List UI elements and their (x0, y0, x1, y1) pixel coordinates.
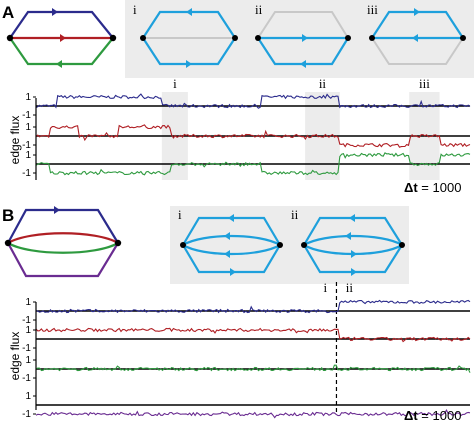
panel-a-network (6, 8, 117, 68)
state-b-label-i: i (178, 207, 182, 222)
ytick-label: 1 (25, 150, 31, 161)
ytick-label: -1 (22, 140, 31, 151)
state-a-iii-diagram (369, 8, 466, 65)
network-a-middle-arrow (60, 34, 66, 42)
network-a-node-left (6, 34, 14, 42)
ytick-label: -1 (22, 343, 31, 354)
ytick-label: 1 (25, 297, 31, 308)
state-a-ii-diagram (255, 11, 351, 68)
network-a-bottom-arrow (56, 60, 62, 68)
state-a-label-i: i (133, 2, 137, 17)
state-b-ii-diagram (301, 214, 405, 276)
network-a-bottom-edge (9, 37, 114, 66)
window-label-i: i (173, 76, 177, 91)
series-2-trace (35, 327, 471, 343)
series-1-trace (35, 93, 471, 109)
window-label-iii: iii (419, 76, 430, 91)
panel-a-ylabel: edge flux (8, 116, 22, 165)
window-label-ii: ii (319, 76, 327, 91)
state-a-i-diagram (140, 8, 238, 68)
network-a-top-arrow (52, 8, 58, 16)
panel-a-timescale: Δt = 1000 (404, 180, 461, 195)
ytick-label: 1 (25, 391, 31, 402)
state-a-label-iii: iii (367, 2, 378, 17)
state-b-i-diagram (180, 214, 283, 276)
series-3-trace (35, 152, 471, 176)
ytick-label: -1 (22, 110, 31, 121)
series-3-trace (35, 364, 471, 373)
panel-b-ylabel: edge flux (8, 332, 22, 381)
ytick-label: 1 (25, 355, 31, 366)
ytick-label: 1 (25, 122, 31, 133)
series-2-trace (35, 124, 471, 148)
ytick-label: -1 (22, 373, 31, 384)
panel-b-timescale: Δt = 1000 (404, 408, 461, 423)
ytick-label: -1 (22, 168, 31, 179)
series-1-trace (35, 299, 471, 314)
panel-b-label: B (2, 206, 14, 225)
ytick-label: 1 (25, 92, 31, 103)
ytick-label: 1 (25, 325, 31, 336)
panel-b-network (4, 206, 122, 278)
window-label-ii: ii (346, 280, 354, 295)
network-a-node-right (109, 34, 117, 42)
ytick-label: -1 (22, 315, 31, 326)
panel-a-label: A (2, 3, 14, 22)
panel-b-timeseries: i ii1-11-11-11-1 (22, 280, 471, 420)
network-a-top-edge (9, 10, 114, 39)
window-label-i: i (323, 280, 327, 295)
ytick-label: -1 (22, 409, 31, 420)
series-4-trace (35, 408, 471, 419)
state-b-label-ii: ii (291, 207, 299, 222)
state-a-label-ii: ii (255, 2, 263, 17)
